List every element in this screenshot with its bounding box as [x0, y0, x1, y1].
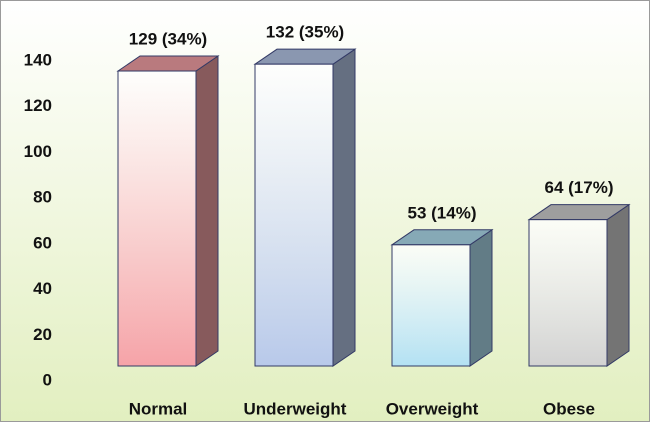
y-tick-label: 100	[24, 142, 52, 161]
y-tick-label: 60	[33, 233, 52, 252]
bar-side	[469, 228, 493, 367]
bar	[116, 55, 220, 367]
bar-front	[391, 244, 471, 367]
bar	[527, 203, 631, 367]
bar-side	[606, 203, 630, 367]
bar-front	[254, 63, 334, 367]
y-tick-label: 120	[24, 96, 52, 115]
data-label: 132 (35%)	[266, 23, 344, 42]
bar-front	[528, 219, 608, 367]
y-tick-label: 0	[43, 370, 52, 389]
bar	[390, 228, 494, 367]
bar-side	[195, 55, 219, 367]
bar-front	[117, 70, 197, 367]
y-tick-label: 40	[33, 279, 52, 298]
data-label: 64 (17%)	[545, 178, 614, 197]
x-tick-label: Normal	[129, 399, 188, 418]
y-tick-label: 80	[33, 188, 52, 207]
y-tick-label: 20	[33, 325, 52, 344]
data-label: 129 (34%)	[129, 30, 207, 49]
data-label: 53 (14%)	[408, 203, 477, 222]
x-tick-label: Obese	[543, 399, 595, 418]
bar	[253, 48, 357, 367]
bar-side	[332, 48, 356, 367]
x-tick-label: Overweight	[386, 399, 479, 418]
y-tick-label: 140	[24, 50, 52, 69]
x-tick-label: Underweight	[244, 399, 347, 418]
